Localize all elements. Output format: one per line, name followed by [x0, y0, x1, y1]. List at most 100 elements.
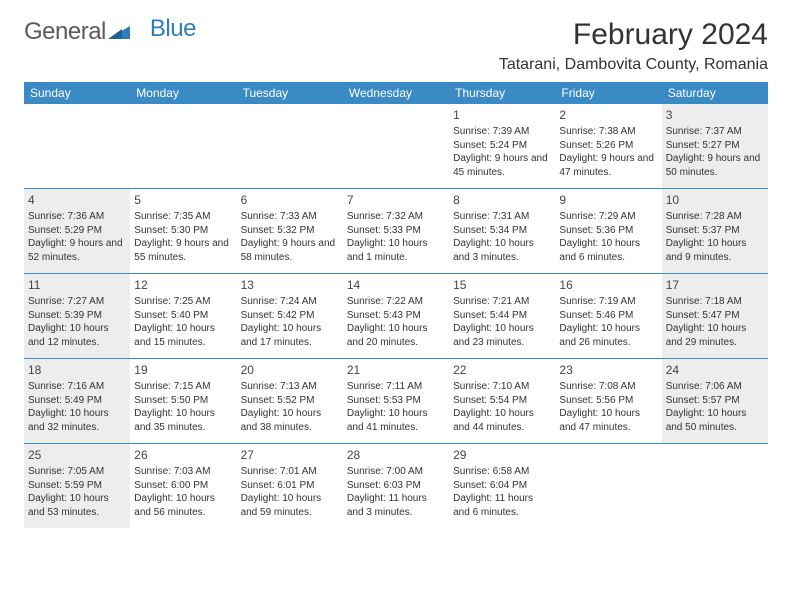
- daylight-text: Daylight: 10 hours and 32 minutes.: [28, 407, 126, 434]
- sunrise-text: Sunrise: 7:21 AM: [453, 295, 551, 309]
- sunrise-text: Sunrise: 7:19 AM: [559, 295, 657, 309]
- title-block: February 2024 Tatarani, Dambovita County…: [499, 18, 768, 74]
- sunset-text: Sunset: 5:40 PM: [134, 309, 232, 323]
- day-cell: 5Sunrise: 7:35 AMSunset: 5:30 PMDaylight…: [130, 189, 236, 273]
- sunrise-text: Sunrise: 7:22 AM: [347, 295, 445, 309]
- daylight-text: Daylight: 10 hours and 41 minutes.: [347, 407, 445, 434]
- week-row: 1Sunrise: 7:39 AMSunset: 5:24 PMDaylight…: [24, 104, 768, 188]
- dow-wednesday: Wednesday: [343, 82, 449, 104]
- day-cell: 18Sunrise: 7:16 AMSunset: 5:49 PMDayligh…: [24, 359, 130, 443]
- daylight-text: Daylight: 10 hours and 26 minutes.: [559, 322, 657, 349]
- day-number: 22: [453, 362, 551, 378]
- sunset-text: Sunset: 5:26 PM: [559, 139, 657, 153]
- day-cell: 16Sunrise: 7:19 AMSunset: 5:46 PMDayligh…: [555, 274, 661, 358]
- sunrise-text: Sunrise: 7:31 AM: [453, 210, 551, 224]
- day-cell: 15Sunrise: 7:21 AMSunset: 5:44 PMDayligh…: [449, 274, 555, 358]
- day-cell: 4Sunrise: 7:36 AMSunset: 5:29 PMDaylight…: [24, 189, 130, 273]
- daylight-text: Daylight: 10 hours and 44 minutes.: [453, 407, 551, 434]
- daylight-text: Daylight: 10 hours and 47 minutes.: [559, 407, 657, 434]
- daylight-text: Daylight: 9 hours and 52 minutes.: [28, 237, 126, 264]
- daylight-text: Daylight: 10 hours and 3 minutes.: [453, 237, 551, 264]
- sunrise-text: Sunrise: 7:39 AM: [453, 125, 551, 139]
- day-cell: 7Sunrise: 7:32 AMSunset: 5:33 PMDaylight…: [343, 189, 449, 273]
- day-number: 20: [241, 362, 339, 378]
- day-number: 25: [28, 447, 126, 463]
- daylight-text: Daylight: 10 hours and 59 minutes.: [241, 492, 339, 519]
- sunrise-text: Sunrise: 7:08 AM: [559, 380, 657, 394]
- day-cell: 3Sunrise: 7:37 AMSunset: 5:27 PMDaylight…: [662, 104, 768, 188]
- week-row: 11Sunrise: 7:27 AMSunset: 5:39 PMDayligh…: [24, 273, 768, 358]
- daylight-text: Daylight: 10 hours and 9 minutes.: [666, 237, 764, 264]
- day-number: 4: [28, 192, 126, 208]
- sunset-text: Sunset: 5:57 PM: [666, 394, 764, 408]
- sunset-text: Sunset: 5:50 PM: [134, 394, 232, 408]
- day-cell: 24 Sunrise: 7:06 AMSunset: 5:57 PMDayligh…: [662, 359, 768, 443]
- day-cell: 10Sunrise: 7:28 AMSunset: 5:37 PMDayligh…: [662, 189, 768, 273]
- sunrise-text: Sunrise: 6:58 AM: [453, 465, 551, 479]
- daylight-text: Daylight: 10 hours and 50 minutes.: [666, 407, 764, 434]
- daylight-text: Daylight: 11 hours and 3 minutes.: [347, 492, 445, 519]
- sunrise-text: Sunrise: 7:10 AM: [453, 380, 551, 394]
- sunset-text: Sunset: 5:42 PM: [241, 309, 339, 323]
- sunrise-text: Sunrise: 7:35 AM: [134, 210, 232, 224]
- sunrise-text: Sunrise: 7:05 AM: [28, 465, 126, 479]
- day-number: 16: [559, 277, 657, 293]
- logo-general: General: [24, 18, 106, 46]
- sunset-text: Sunset: 5:56 PM: [559, 394, 657, 408]
- week-row: 25Sunrise: 7:05 AMSunset: 5:59 PMDayligh…: [24, 443, 768, 528]
- day-number: 19: [134, 362, 232, 378]
- dow-sunday: Sunday: [24, 82, 130, 104]
- day-cell: 29Sunrise: 6:58 AMSunset: 6:04 PMDayligh…: [449, 444, 555, 528]
- week-row: 4Sunrise: 7:36 AMSunset: 5:29 PMDaylight…: [24, 188, 768, 273]
- sunrise-text: Sunrise: 7:18 AM: [666, 295, 764, 309]
- day-cell: [343, 104, 449, 188]
- day-number: 23: [559, 362, 657, 378]
- day-cell: 12Sunrise: 7:25 AMSunset: 5:40 PMDayligh…: [130, 274, 236, 358]
- day-number: 12: [134, 277, 232, 293]
- daylight-text: Daylight: 10 hours and 53 minutes.: [28, 492, 126, 519]
- day-number: 8: [453, 192, 551, 208]
- dow-friday: Friday: [555, 82, 661, 104]
- day-cell: 22Sunrise: 7:10 AMSunset: 5:54 PMDayligh…: [449, 359, 555, 443]
- daylight-text: Daylight: 9 hours and 58 minutes.: [241, 237, 339, 264]
- sunset-text: Sunset: 6:03 PM: [347, 479, 445, 493]
- day-cell: 28 Sunrise: 7:00 AMSunset: 6:03 PMDayligh…: [343, 444, 449, 528]
- day-number: 15: [453, 277, 551, 293]
- sunset-text: Sunset: 6:01 PM: [241, 479, 339, 493]
- sunset-text: Sunset: 5:39 PM: [28, 309, 126, 323]
- day-cell: 23 Sunrise: 7:08 AMSunset: 5:56 PMDayligh…: [555, 359, 661, 443]
- day-number: 9: [559, 192, 657, 208]
- sunset-text: Sunset: 5:33 PM: [347, 224, 445, 238]
- dow-saturday: Saturday: [662, 82, 768, 104]
- day-cell: 25Sunrise: 7:05 AMSunset: 5:59 PMDayligh…: [24, 444, 130, 528]
- day-number: 26: [134, 447, 232, 463]
- day-number: 21: [347, 362, 445, 378]
- sunset-text: Sunset: 5:36 PM: [559, 224, 657, 238]
- sunset-text: Sunset: 5:29 PM: [28, 224, 126, 238]
- daylight-text: Daylight: 10 hours and 17 minutes.: [241, 322, 339, 349]
- month-title: February 2024: [499, 18, 768, 52]
- day-cell: [662, 444, 768, 528]
- daylight-text: Daylight: 9 hours and 55 minutes.: [134, 237, 232, 264]
- daylight-text: Daylight: 10 hours and 23 minutes.: [453, 322, 551, 349]
- location: Tatarani, Dambovita County, Romania: [499, 56, 768, 74]
- day-cell: [24, 104, 130, 188]
- sunrise-text: Sunrise: 7:00 AM: [347, 465, 445, 479]
- day-cell: 1Sunrise: 7:39 AMSunset: 5:24 PMDaylight…: [449, 104, 555, 188]
- daylight-text: Daylight: 10 hours and 6 minutes.: [559, 237, 657, 264]
- sunset-text: Sunset: 5:34 PM: [453, 224, 551, 238]
- sunset-text: Sunset: 5:32 PM: [241, 224, 339, 238]
- day-number: 24: [666, 362, 764, 378]
- day-number: 28: [347, 447, 445, 463]
- day-cell: 8 Sunrise: 7:31 AMSunset: 5:34 PMDaylight…: [449, 189, 555, 273]
- dow-thursday: Thursday: [449, 82, 555, 104]
- weeks-container: 1Sunrise: 7:39 AMSunset: 5:24 PMDaylight…: [24, 104, 768, 528]
- sunrise-text: Sunrise: 7:27 AM: [28, 295, 126, 309]
- day-cell: 20Sunrise: 7:13 AMSunset: 5:52 PMDayligh…: [237, 359, 343, 443]
- sunrise-text: Sunrise: 7:06 AM: [666, 380, 764, 394]
- logo-blue: Blue: [150, 15, 196, 43]
- dow-row: Sunday Monday Tuesday Wednesday Thursday…: [24, 82, 768, 104]
- day-number: 6: [241, 192, 339, 208]
- day-cell: 9Sunrise: 7:29 AMSunset: 5:36 PMDaylight…: [555, 189, 661, 273]
- day-number: 7: [347, 192, 445, 208]
